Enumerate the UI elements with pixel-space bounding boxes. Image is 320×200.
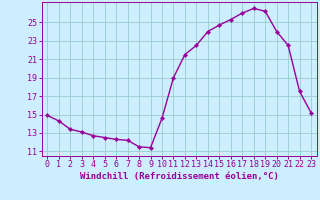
X-axis label: Windchill (Refroidissement éolien,°C): Windchill (Refroidissement éolien,°C) (80, 172, 279, 181)
